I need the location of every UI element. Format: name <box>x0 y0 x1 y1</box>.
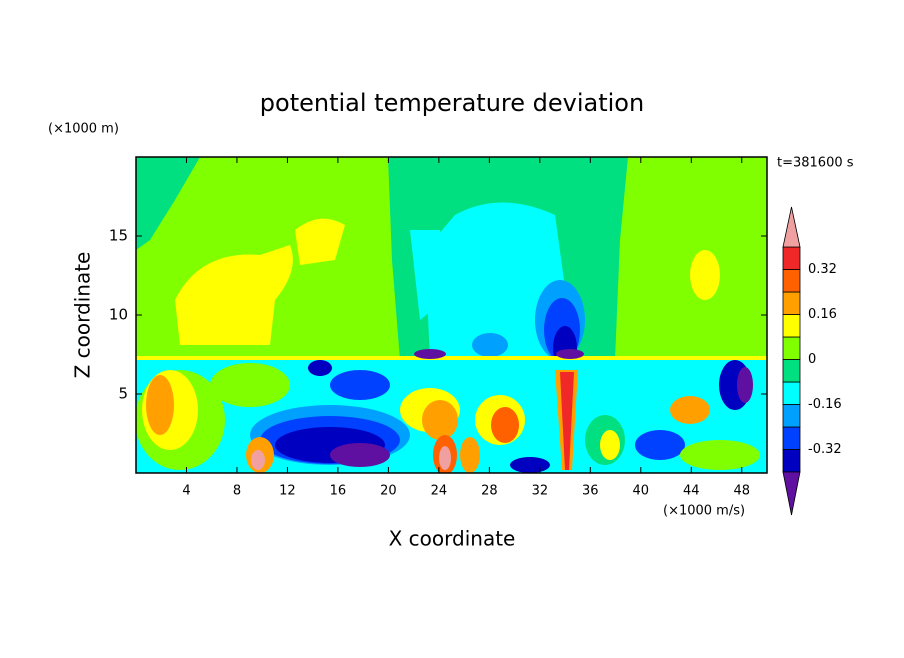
x-tick-label: 36 <box>582 484 599 499</box>
x-unit: (×1000 m/s) <box>663 504 745 519</box>
colorbar-box <box>782 314 801 338</box>
x-tick-label: 4 <box>182 484 190 499</box>
contour-field <box>136 157 767 473</box>
colorbar-box <box>782 246 801 270</box>
colorbar-box <box>782 269 801 293</box>
colorbar-box <box>782 336 801 360</box>
colorbar-box <box>782 426 801 450</box>
colorbar-box <box>782 381 801 405</box>
colorbar-box <box>782 404 801 428</box>
colorbar-label: 0 <box>808 352 816 367</box>
x-tick-label: 48 <box>733 484 750 499</box>
x-axis-label: X coordinate <box>389 527 516 551</box>
x-tick-label: 44 <box>683 484 700 499</box>
chart-title: potential temperature deviation <box>260 89 644 117</box>
colorbar-under <box>782 471 801 516</box>
colorbar-box <box>782 359 801 383</box>
y-tick-label: 10 <box>109 306 128 324</box>
x-tick-label: 8 <box>233 484 241 499</box>
x-tick-label: 12 <box>279 484 296 499</box>
colorbar-label: -0.32 <box>808 442 842 457</box>
y-axis-label: Z coordinate <box>71 252 95 379</box>
time-label: t=381600 s <box>777 156 854 171</box>
colorbar-label: -0.16 <box>808 397 842 412</box>
y-tick-label: 15 <box>109 227 128 245</box>
x-tick-label: 20 <box>380 484 397 499</box>
x-tick-label: 28 <box>481 484 498 499</box>
colorbar-over <box>782 206 801 248</box>
x-tick-label: 16 <box>330 484 347 499</box>
colorbar-box <box>782 449 801 473</box>
x-tick-label: 24 <box>431 484 448 499</box>
y-unit: (×1000 m) <box>48 122 119 137</box>
colorbar-label: 0.16 <box>808 307 837 322</box>
colorbar-box <box>782 291 801 315</box>
x-tick-label: 32 <box>532 484 549 499</box>
x-tick-label: 40 <box>633 484 650 499</box>
colorbar-label: 0.32 <box>808 262 837 277</box>
y-tick-label: 5 <box>118 385 128 403</box>
